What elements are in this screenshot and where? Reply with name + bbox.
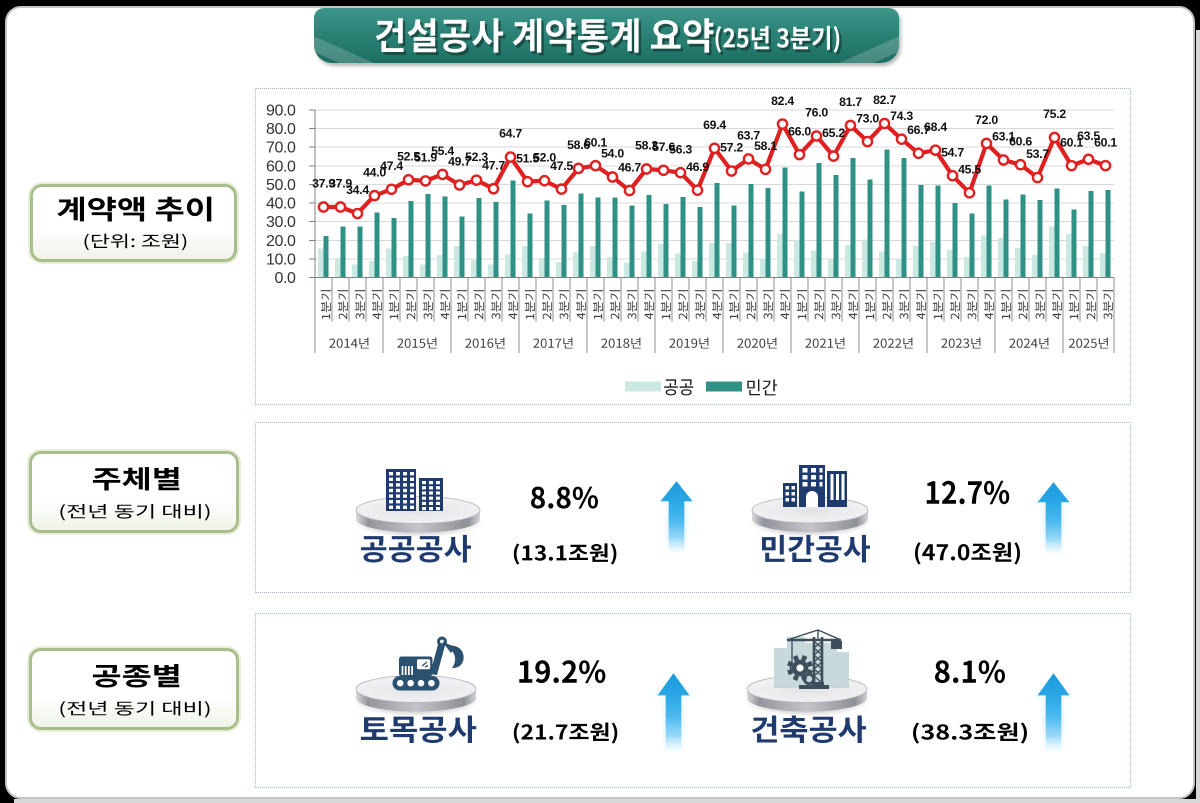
svg-text:60.1: 60.1 <box>1094 135 1117 149</box>
svg-text:50.0: 50.0 <box>266 177 296 194</box>
svg-text:54.0: 54.0 <box>601 147 624 161</box>
svg-text:47.7: 47.7 <box>482 158 505 172</box>
svg-text:37.9: 37.9 <box>312 177 335 191</box>
svg-text:63.5: 63.5 <box>1077 129 1100 143</box>
svg-text:65.2: 65.2 <box>822 126 845 140</box>
svg-text:58.6: 58.6 <box>567 138 590 152</box>
svg-text:90.0: 90.0 <box>266 102 296 119</box>
svg-text:49.7: 49.7 <box>448 155 471 169</box>
svg-text:66.7: 66.7 <box>907 123 930 137</box>
svg-text:60.1: 60.1 <box>584 135 607 149</box>
svg-text:60.0: 60.0 <box>266 158 296 175</box>
svg-text:45.5: 45.5 <box>958 163 981 177</box>
svg-text:46.7: 46.7 <box>618 160 641 174</box>
svg-text:72.0: 72.0 <box>975 113 998 127</box>
svg-text:63.1: 63.1 <box>992 130 1015 144</box>
svg-text:34.4: 34.4 <box>346 183 369 197</box>
svg-text:56.3: 56.3 <box>669 142 692 156</box>
svg-text:74.3: 74.3 <box>890 109 913 123</box>
svg-text:75.2: 75.2 <box>1043 107 1066 121</box>
svg-text:30.0: 30.0 <box>266 214 296 231</box>
svg-text:60.1: 60.1 <box>1060 135 1083 149</box>
svg-text:47.4: 47.4 <box>380 159 403 173</box>
svg-text:37.9: 37.9 <box>329 177 352 191</box>
svg-text:57.2: 57.2 <box>720 141 743 155</box>
svg-text:66.0: 66.0 <box>788 124 811 138</box>
svg-text:57.6: 57.6 <box>652 140 675 154</box>
svg-text:51.5: 51.5 <box>516 151 539 165</box>
svg-text:46.9: 46.9 <box>686 160 709 174</box>
svg-text:81.7: 81.7 <box>839 95 862 109</box>
svg-text:64.7: 64.7 <box>499 127 522 141</box>
svg-text:51.9: 51.9 <box>414 151 437 165</box>
svg-text:0.0: 0.0 <box>274 270 296 287</box>
svg-text:53.7: 53.7 <box>1026 147 1049 161</box>
svg-text:52.5: 52.5 <box>397 149 420 163</box>
svg-text:55.4: 55.4 <box>431 144 454 158</box>
svg-text:58.3: 58.3 <box>635 139 658 153</box>
svg-text:82.7: 82.7 <box>873 93 896 107</box>
svg-text:69.4: 69.4 <box>703 118 726 132</box>
svg-text:52.0: 52.0 <box>533 150 556 164</box>
svg-text:52.3: 52.3 <box>465 150 488 164</box>
svg-text:20.0: 20.0 <box>266 233 296 250</box>
svg-text:40.0: 40.0 <box>266 196 296 213</box>
svg-text:54.7: 54.7 <box>941 145 964 159</box>
svg-text:60.6: 60.6 <box>1009 134 1032 148</box>
svg-text:76.0: 76.0 <box>805 106 828 120</box>
svg-text:82.4: 82.4 <box>771 94 794 108</box>
svg-text:58.1: 58.1 <box>754 139 777 153</box>
svg-text:70.0: 70.0 <box>266 140 296 157</box>
svg-text:10.0: 10.0 <box>266 251 296 268</box>
svg-text:73.0: 73.0 <box>856 111 879 125</box>
svg-text:63.7: 63.7 <box>737 129 760 143</box>
svg-text:80.0: 80.0 <box>266 121 296 138</box>
svg-text:68.4: 68.4 <box>924 120 947 134</box>
svg-text:44.0: 44.0 <box>363 165 386 179</box>
svg-text:47.5: 47.5 <box>550 159 573 173</box>
